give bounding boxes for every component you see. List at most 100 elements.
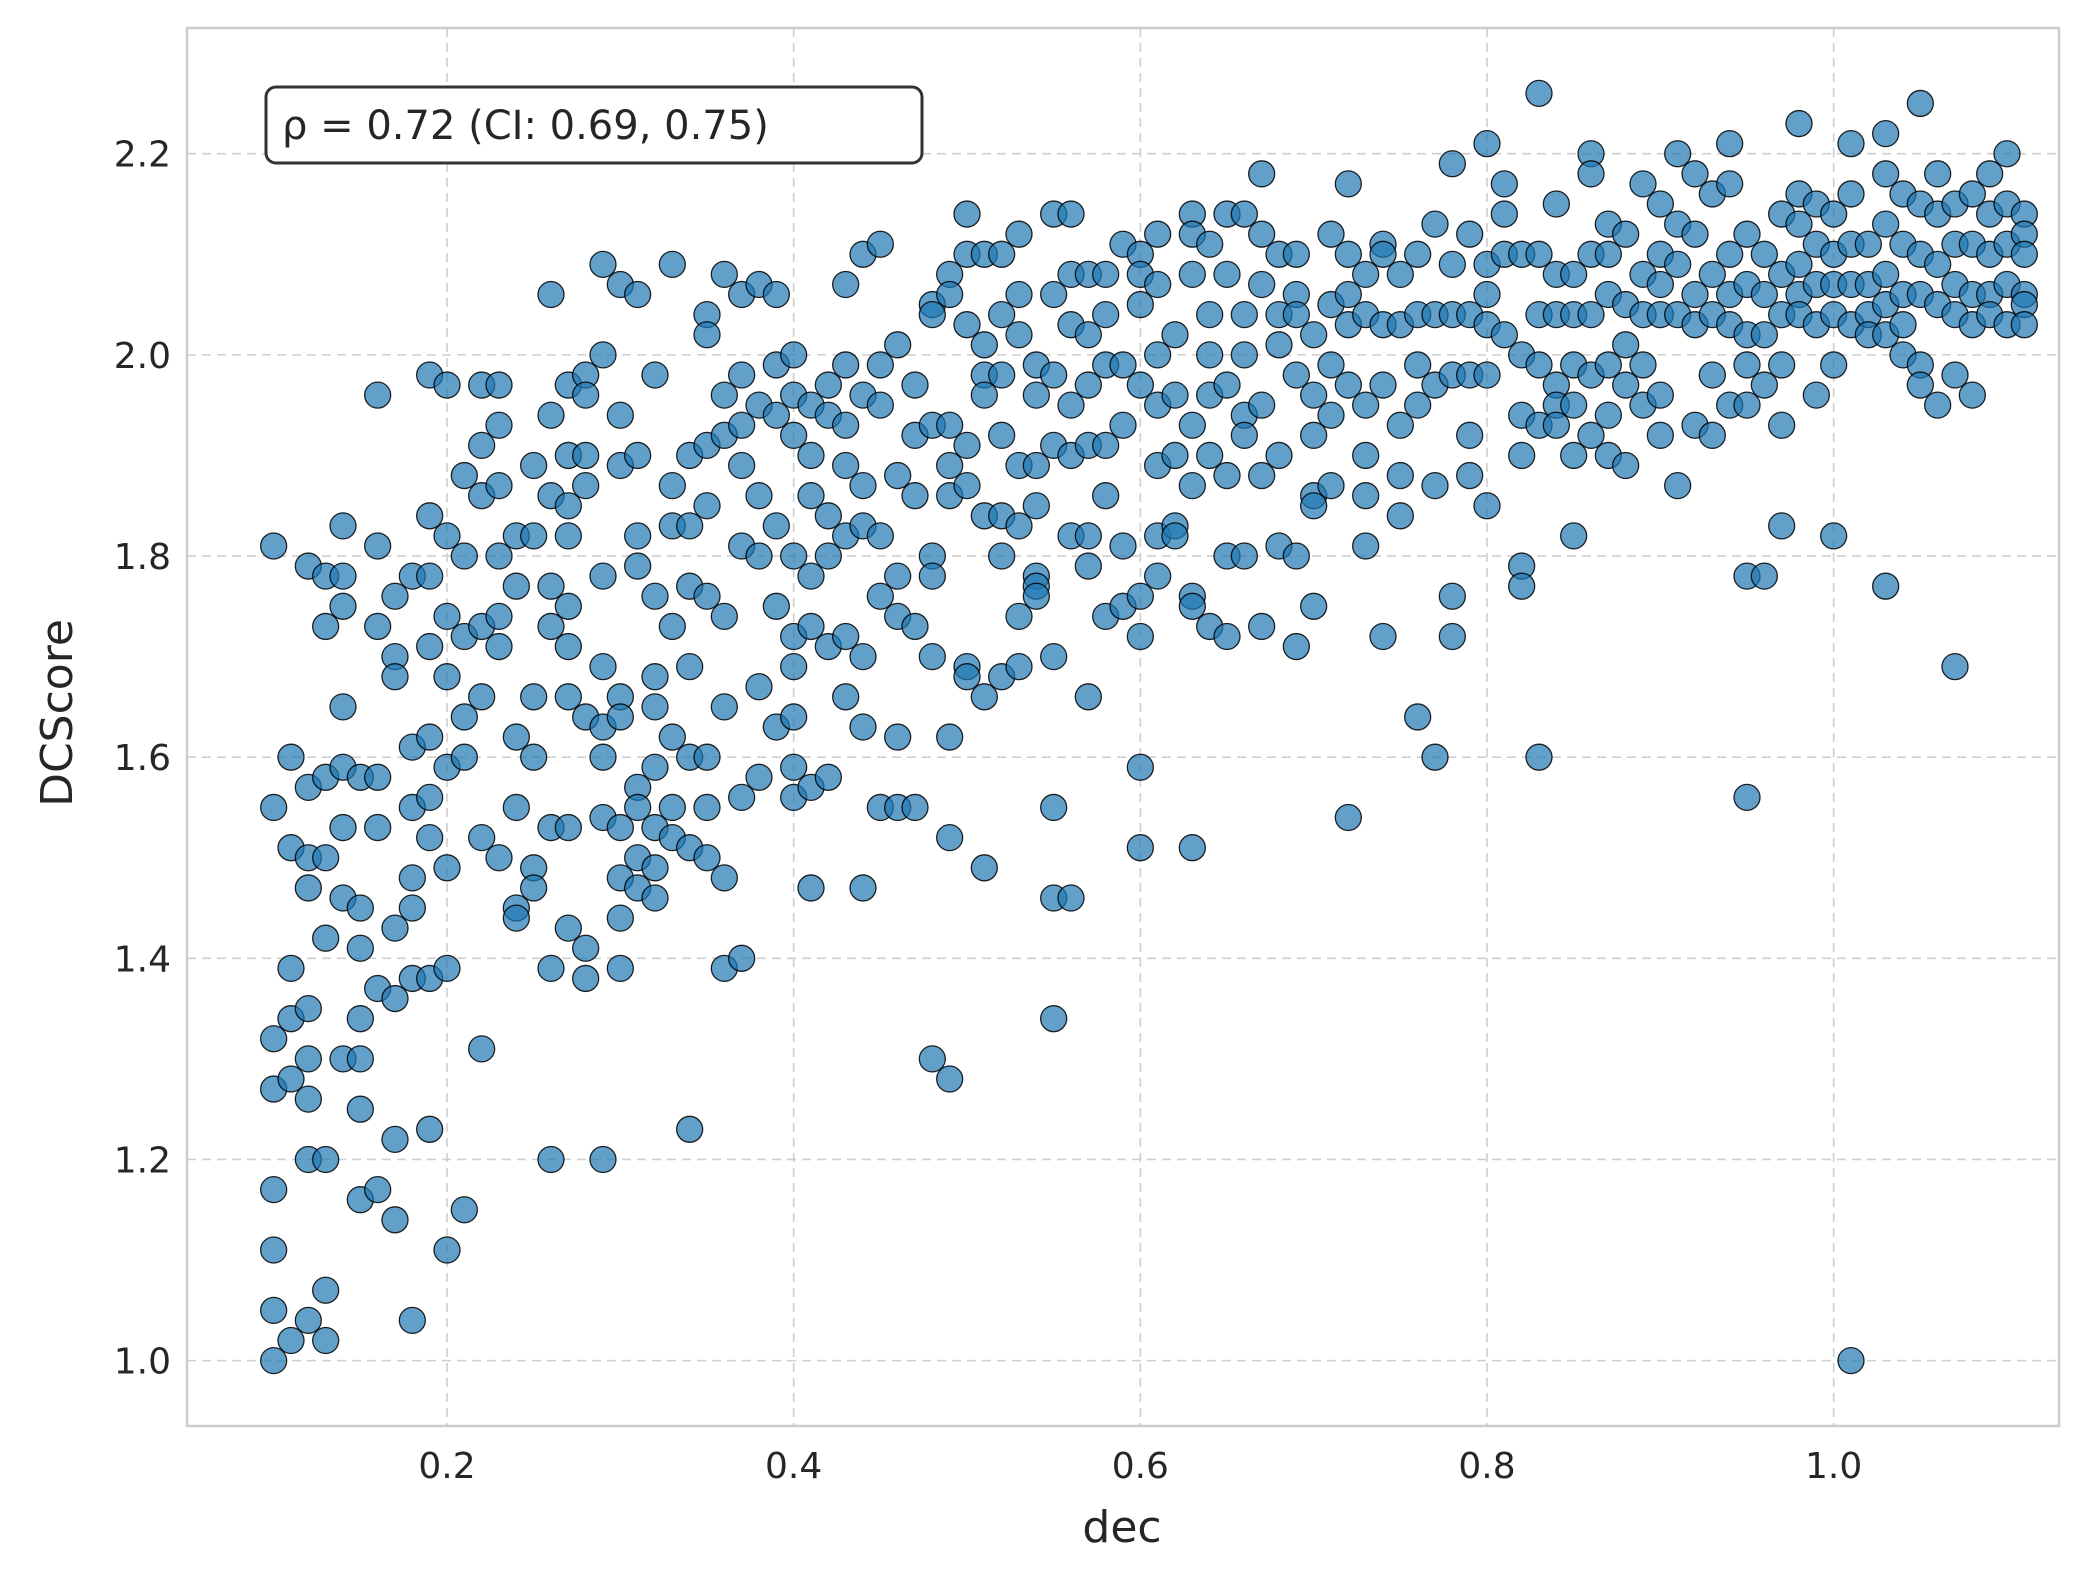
data-point [884, 723, 912, 751]
data-point [936, 280, 964, 309]
data-point [1473, 280, 1501, 309]
data-point [589, 341, 617, 369]
data-point [1872, 160, 1900, 188]
data-point [641, 361, 669, 389]
data-point [450, 542, 478, 570]
y-tick-label: 2.2 [114, 135, 171, 176]
data-point [1230, 542, 1258, 570]
data-point [433, 854, 461, 882]
data-point [1196, 300, 1224, 329]
data-point [1560, 391, 1588, 419]
data-point [1438, 250, 1466, 279]
data-point [1300, 421, 1328, 449]
data-point [1317, 401, 1345, 429]
data-point [1924, 250, 1952, 279]
data-point [485, 844, 513, 872]
data-point [1248, 612, 1276, 641]
data-point [762, 280, 790, 309]
data-point [381, 582, 409, 610]
data-point [1733, 391, 1761, 419]
data-point [1282, 361, 1310, 389]
data-point [1334, 170, 1362, 198]
data-point [364, 1175, 392, 1204]
data-point [1612, 220, 1640, 248]
data-point [1750, 321, 1778, 349]
data-point [606, 703, 634, 731]
data-point [918, 1045, 946, 1073]
data-point [988, 240, 1016, 268]
data-point [520, 683, 548, 711]
data-point [1560, 260, 1588, 289]
data-point [1542, 190, 1570, 218]
data-point [329, 562, 357, 590]
plot-frame [185, 26, 2061, 1428]
data-point [1005, 280, 1033, 309]
data-point [1629, 351, 1657, 379]
data-point [814, 502, 842, 530]
data-point [1386, 461, 1414, 490]
y-axis-label: DCScore [32, 619, 83, 807]
data-point [1144, 220, 1172, 248]
data-point [502, 572, 530, 600]
data-point [312, 612, 340, 641]
data-point [693, 743, 721, 771]
data-point [416, 562, 444, 590]
data-point [1525, 240, 1553, 268]
data-point [1958, 180, 1986, 208]
data-point [832, 622, 860, 651]
data-point [1213, 371, 1241, 399]
data-point [502, 793, 530, 822]
data-point [1785, 250, 1813, 279]
data-point [641, 582, 669, 610]
data-point [1872, 260, 1900, 289]
data-point [1300, 381, 1328, 409]
x-tick-label: 1.0 [1805, 1446, 1862, 1487]
data-point [1092, 482, 1120, 510]
data-point [1958, 381, 1986, 409]
data-point [589, 250, 617, 279]
data-point [1005, 653, 1033, 681]
data-point [554, 914, 582, 942]
data-point [866, 351, 894, 379]
data-point [1126, 753, 1154, 781]
data-point [1196, 441, 1224, 470]
data-point [780, 703, 808, 731]
data-point [1126, 582, 1154, 610]
data-point [502, 904, 530, 932]
data-point [1594, 240, 1622, 268]
data-point [1421, 743, 1449, 771]
data-point [1681, 160, 1709, 188]
data-point [346, 1045, 374, 1073]
data-point [953, 471, 981, 500]
data-point [520, 874, 548, 902]
data-point [1317, 471, 1345, 500]
x-axis-ticks: 0.2 0.4 0.6 0.8 1.0 [418, 1446, 1862, 1487]
data-point [1248, 391, 1276, 419]
data-point [1993, 140, 2021, 168]
data-point [1022, 582, 1050, 610]
data-point [988, 421, 1016, 449]
data-point [1178, 834, 1206, 862]
data-point [554, 522, 582, 550]
data-point [1612, 331, 1640, 359]
data-point [866, 522, 894, 550]
data-point [1716, 240, 1744, 268]
data-point [1906, 89, 1934, 118]
data-point [381, 914, 409, 942]
data-point [346, 1095, 374, 1123]
data-point [312, 1276, 340, 1304]
data-point [1872, 572, 1900, 600]
data-point [1629, 170, 1657, 198]
data-point [693, 321, 721, 349]
data-point [1577, 421, 1605, 449]
data-point [970, 854, 998, 882]
data-point [1404, 240, 1432, 268]
x-tick-label: 0.4 [765, 1446, 822, 1487]
data-point [1525, 351, 1553, 379]
data-point [1213, 461, 1241, 490]
data-point [1040, 642, 1068, 671]
data-point [1074, 522, 1102, 550]
data-point [1594, 351, 1622, 379]
data-point [1248, 270, 1276, 299]
